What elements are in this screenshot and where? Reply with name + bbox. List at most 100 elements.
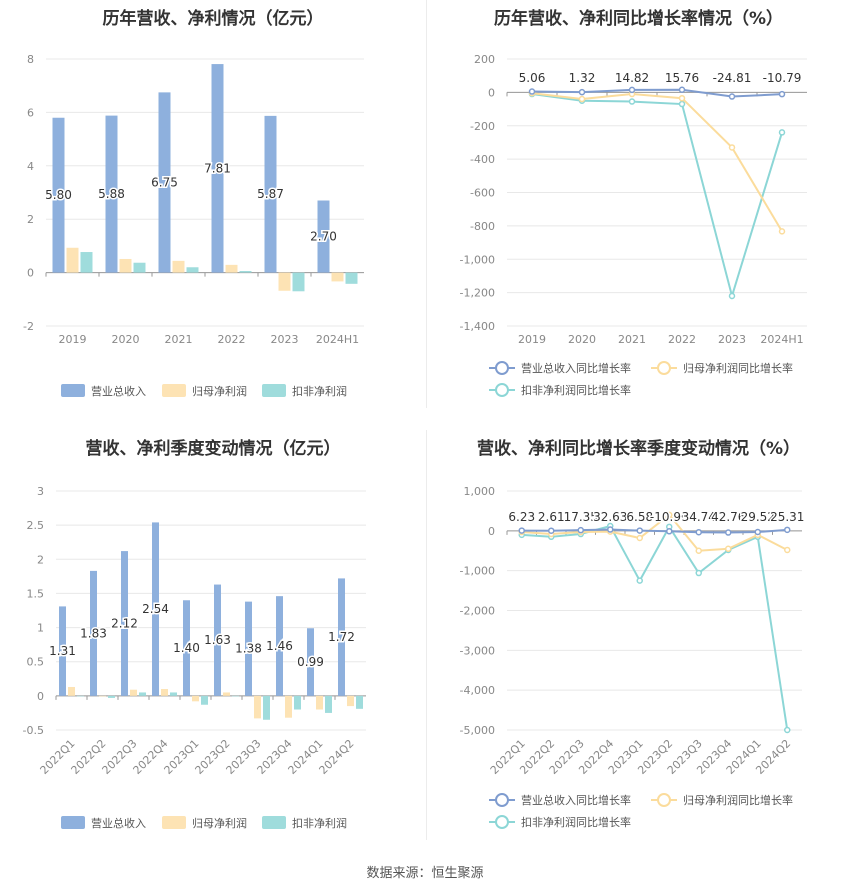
data-label: -10.90 [650,510,689,524]
bar-deducted-profit [325,695,332,713]
series-point [636,527,643,534]
y-tick-label: 0 [27,267,34,280]
series-point [666,511,673,519]
bar-revenue [211,64,224,273]
y-tick-label: -4,000 [460,684,495,697]
series-point [728,144,736,151]
legend-marker [657,793,671,807]
legend-swatch [61,816,85,829]
series-line-deducted-profit-growth [531,93,783,300]
annual-bar-chart: -2 0 2 4 6 8 2019 2020 2021 2022 2023 2024H1 5.80 5.8… [23,53,364,398]
bar-net-profit [225,264,238,273]
legend-marker [495,815,509,829]
series-line-net-profit-growth [521,513,788,552]
series-point [577,526,584,534]
series-point [695,528,702,536]
bar-deducted-profit [345,272,358,284]
quarterly-bar-title: 营收、净利季度变动情况（亿元） [85,439,341,459]
series-point [607,526,614,533]
series-point [778,228,786,235]
bar-revenue [59,606,66,696]
annual-bar-title: 历年营收、净利情况（亿元） [102,9,324,29]
bar-net-profit [223,692,230,696]
quarterly-bar-panel: 营收、净利季度变动情况（亿元） -0.5 0 0.5 1 1.5 2 2.5 3 2022Q1 2… [0,425,426,845]
y-tick-label: 1.5 [27,587,45,600]
data-label: 2.12 [111,616,138,630]
bar-deducted-profit [232,695,239,697]
series-point [636,534,643,542]
bar-net-profit [331,272,344,282]
y-tick-label: -5,000 [460,724,495,737]
bar-revenue [276,596,283,696]
data-label: 1.72 [328,630,355,644]
bar-net-profit [316,695,323,710]
x-tick-label: 2023 [271,333,299,346]
data-label: 14.82 [615,71,649,85]
y-tick-label: -0.5 [23,724,44,737]
bar-deducted-profit [186,267,199,273]
legend-label: 归母净利润 [192,384,247,398]
series-point [678,100,686,108]
bar-deducted-profit [170,692,177,696]
y-tick-label: -200 [470,120,495,133]
y-tick-label: -1,200 [460,287,495,300]
data-label: 1.83 [80,626,107,640]
data-label: 1.32 [569,71,596,85]
y-tick-label: 0 [488,525,495,538]
data-label: 0.99 [297,655,324,669]
legend-swatch [262,816,286,829]
quarterly-line-panel: 营收、净利同比增长率季度变动情况（%） -5,000 -4,000 -3,000 -2… [427,425,850,845]
y-tick-label: -1,000 [460,565,495,578]
x-tick-label: 2019 [59,333,87,346]
bar-deducted-profit [356,695,363,709]
series-point [725,545,732,553]
legend-label: 归母净利润同比增长率 [683,793,793,807]
series-line-net-profit-growth [531,92,783,232]
x-tick-label: 2020 [112,333,140,346]
bar-revenue [317,200,330,273]
y-tick-label: 200 [474,53,495,66]
y-tick-label: 6 [27,106,34,119]
data-label: 42.76 [711,510,745,524]
bar-net-profit [254,695,261,719]
quarterly-line-title: 营收、净利同比增长率季度变动情况（%） [476,439,801,459]
annual-line-panel: 历年营收、净利同比增长率情况（%） -1,400 -1,200 -1,000 -800… [427,0,850,408]
y-tick-label: -2 [23,320,34,333]
series-point [754,528,761,536]
bar-revenue [158,92,171,273]
bar-deducted-profit [139,692,146,696]
y-tick-label: -600 [470,187,495,200]
data-label: 5.06 [519,71,546,85]
bar-deducted-profit [263,695,270,720]
legend-marker [495,383,509,397]
y-tick-label: -1,400 [460,320,495,333]
series-point [784,526,791,534]
data-label: 5.80 [45,188,72,202]
bar-net-profit [99,695,106,697]
x-tick-label: 2021 [618,333,646,346]
y-tick-label: 0 [37,690,44,703]
series-point [578,88,586,96]
series-point [678,94,686,102]
series-point [725,529,732,536]
series-point [628,86,636,94]
y-tick-label: 1 [37,622,44,635]
bar-net-profit [347,695,354,707]
bar-net-profit [172,260,185,273]
legend-label: 扣非净利润 [292,816,347,830]
series-point [784,546,791,554]
series-point [695,547,702,554]
bar-deducted-profit [80,252,93,273]
data-label: 17.35 [564,510,598,524]
y-tick-label: -2,000 [460,605,495,618]
series-point [578,95,586,103]
legend-marker [495,361,509,375]
data-label: 1.38 [235,642,262,656]
vertical-divider-bottom [426,430,427,840]
x-tick-label: 2022 [668,333,696,346]
data-label: 2.54 [142,602,169,616]
bar-deducted-profit [133,262,146,273]
data-label: 6.75 [151,175,178,189]
y-tick-label: 0.5 [27,656,45,669]
data-label: 15.76 [665,71,699,85]
